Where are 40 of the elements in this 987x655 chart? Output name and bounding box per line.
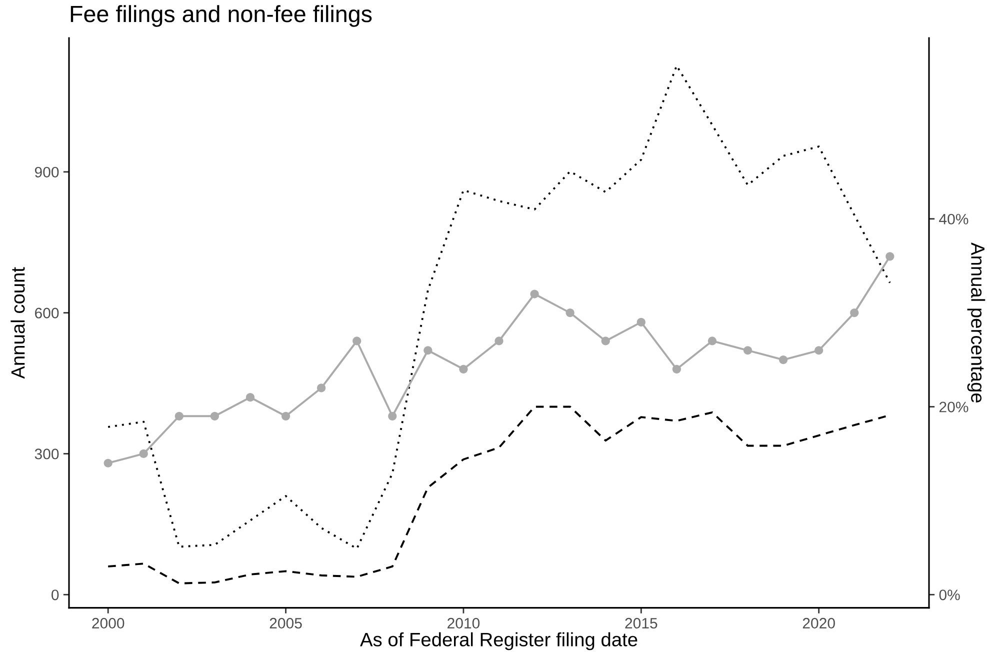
point (636, 318, 646, 326)
point (850, 308, 859, 318)
y2-tick-label: 0% (939, 590, 960, 600)
x-tick-label: 2020 (802, 618, 835, 629)
x-tick-label: 2000 (92, 618, 124, 629)
point (139, 449, 148, 458)
point (317, 384, 326, 392)
line-series (107, 64, 891, 550)
y2-tick-label: 20% (939, 402, 968, 412)
point (814, 346, 824, 355)
point (424, 346, 432, 355)
y-tick-label: 900 (34, 166, 59, 178)
point (210, 412, 220, 420)
x-tick-label: 2010 (448, 618, 480, 629)
point (104, 458, 112, 468)
point (886, 252, 894, 261)
point (281, 412, 290, 420)
point (246, 393, 255, 402)
y-tick-label: 300 (34, 448, 59, 460)
point (174, 412, 184, 420)
point (459, 364, 468, 374)
point (778, 355, 788, 364)
point (566, 308, 574, 318)
point (388, 412, 397, 420)
point (672, 364, 681, 374)
point (530, 290, 539, 298)
y2-axis-title: Annual percentage (967, 242, 986, 403)
y-tick-label: 0 (52, 590, 59, 600)
point (352, 336, 362, 346)
point (494, 336, 504, 346)
x-axis-title: As of Federal Register filing date (360, 632, 638, 650)
point (601, 336, 610, 346)
x-tick-label: 2005 (270, 618, 302, 629)
point (743, 346, 752, 355)
y-axis-title: Annual count (10, 267, 25, 379)
x-tick-label: 2015 (625, 618, 658, 629)
y2-tick-label: 40% (939, 214, 968, 224)
point (708, 336, 717, 346)
y-tick-label: 600 (35, 308, 59, 318)
chart-title: Fee filings and non-fee filings (70, 5, 372, 27)
